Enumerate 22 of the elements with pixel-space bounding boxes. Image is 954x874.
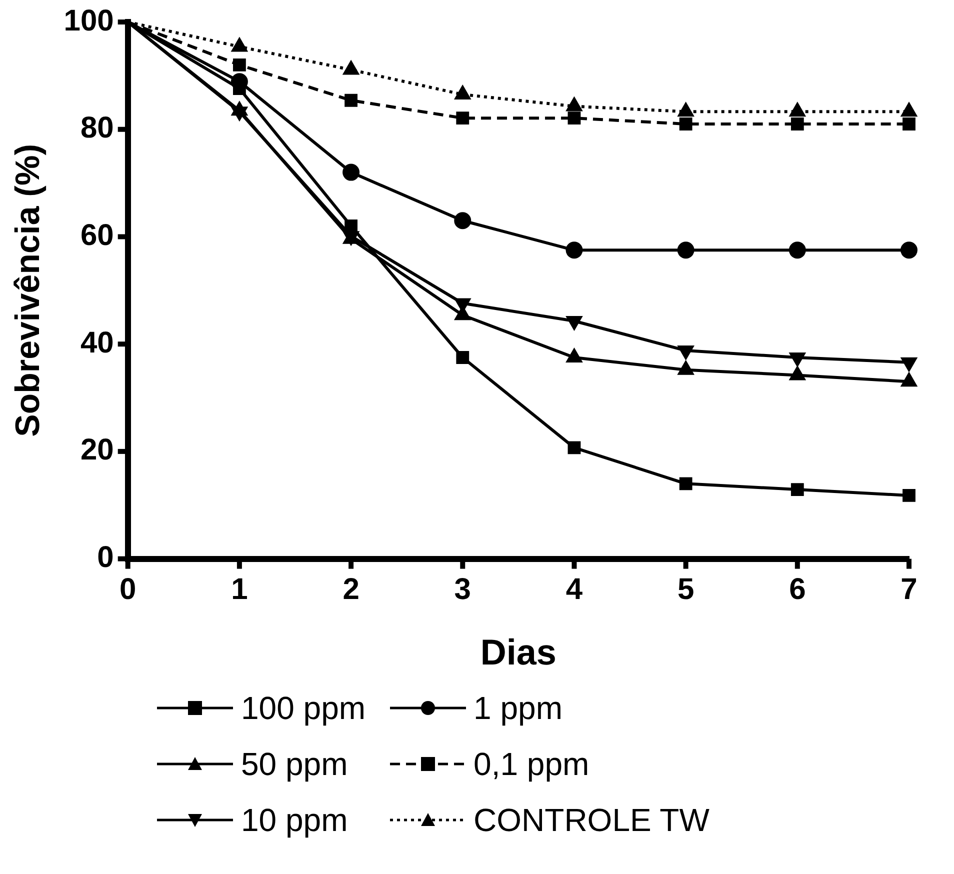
x-tick-label: 4 [566,573,583,606]
x-tick-label: 5 [677,573,694,606]
legend-label: 50 ppm [241,746,348,782]
y-tick-label: 100 [64,4,114,38]
x-tick-label: 7 [900,573,918,606]
y-tick-label: 80 [80,112,114,145]
x-tick-label: 3 [454,573,471,606]
legend-label: 0,1 ppm [474,746,590,782]
y-tick-label: 0 [97,541,114,574]
x-axis-title: Dias [480,631,556,672]
y-tick-label: 20 [80,434,114,467]
x-tick-label: 1 [231,573,248,606]
y-tick-label: 40 [80,326,114,360]
y-tick-label: 60 [80,218,114,252]
legend-label: CONTROLE TW [474,802,710,838]
x-tick-label: 6 [789,573,806,606]
y-axis-title: Sobrevivência (%) [8,144,47,437]
legend-label: 1 ppm [474,690,562,726]
legend-label: 100 ppm [241,690,366,726]
legend-label: 10 ppm [241,802,348,838]
x-tick-label: 2 [342,573,360,606]
x-tick-label: 0 [120,573,136,606]
